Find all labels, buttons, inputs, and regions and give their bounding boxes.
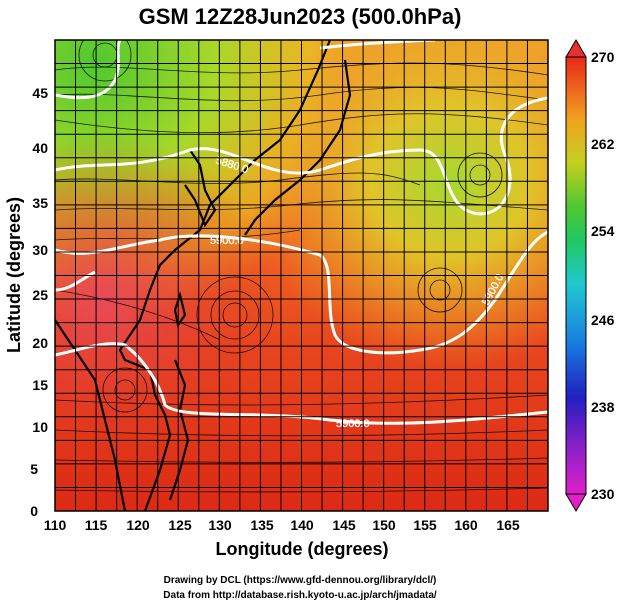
map-grid	[55, 40, 548, 511]
y-tick-20: 20	[32, 335, 48, 351]
contour-5900-south	[55, 342, 548, 425]
colorbar-top-arrow	[565, 39, 587, 58]
x-tick-150: 150	[372, 517, 396, 533]
x-tick-140: 140	[290, 517, 314, 533]
x-tick-115: 115	[85, 517, 108, 533]
y-tick-5: 5	[30, 461, 38, 477]
x-tick-145: 145	[332, 517, 356, 533]
y-tick-10: 10	[32, 419, 48, 435]
plot-area: 5880.0 5900.0 5900.0 5900.0	[55, 40, 548, 511]
y-axis: 0 5 10 15 20 25 30 35 40 45	[30, 85, 48, 519]
x-tick-155: 155	[413, 517, 437, 533]
y-tick-15: 15	[32, 377, 48, 393]
colorbar-tick-230: 230	[591, 486, 615, 502]
colorbar-tick-246: 246	[591, 312, 615, 328]
contour-label-4: 5900.0	[336, 418, 370, 430]
y-tick-0: 0	[30, 503, 38, 519]
colorbar-gradient	[565, 56, 587, 495]
y-tick-40: 40	[32, 140, 48, 156]
x-tick-165: 165	[496, 517, 520, 533]
x-tick-160: 160	[454, 517, 478, 533]
contour-5900-west	[55, 270, 96, 292]
coastline-korea	[184, 149, 217, 228]
y-tick-30: 30	[32, 242, 48, 258]
x-tick-135: 135	[250, 517, 274, 533]
x-axis-label: Longitude (degrees)	[215, 539, 388, 559]
colorbar-tick-262: 262	[591, 136, 615, 152]
credit-data-source: Data from http://database.rish.kyoto-u.a…	[163, 590, 437, 601]
colorbar-tick-254: 254	[591, 223, 615, 239]
coastline-japan	[244, 59, 352, 236]
x-tick-110: 110	[44, 517, 67, 533]
y-tick-45: 45	[32, 85, 48, 101]
map-title: GSM 12Z28Jun2023 (500.0hPa)	[139, 4, 462, 29]
coastline-mainland	[118, 40, 332, 511]
colorbar-tick-270: 270	[591, 49, 615, 65]
x-tick-120: 120	[126, 517, 150, 533]
colorbar: 230 238 246 254 262 270	[565, 39, 615, 512]
x-tick-130: 130	[208, 517, 232, 533]
y-tick-25: 25	[32, 287, 48, 303]
x-tick-125: 125	[168, 517, 192, 533]
y-tick-35: 35	[32, 195, 48, 211]
x-axis: 110 115 120 125 130 135 140 145 150 155 …	[44, 517, 520, 533]
colorbar-tick-238: 238	[591, 399, 615, 415]
plot-frame	[54, 39, 549, 512]
credit-drawing: Drawing by DCL (https://www.gfd-dennou.o…	[164, 575, 437, 586]
colorbar-bottom-arrow	[565, 493, 587, 512]
contour-5900-north	[55, 230, 548, 355]
contour-label-2: 5900.0	[210, 235, 244, 247]
y-axis-label: Latitude (degrees)	[4, 197, 24, 353]
